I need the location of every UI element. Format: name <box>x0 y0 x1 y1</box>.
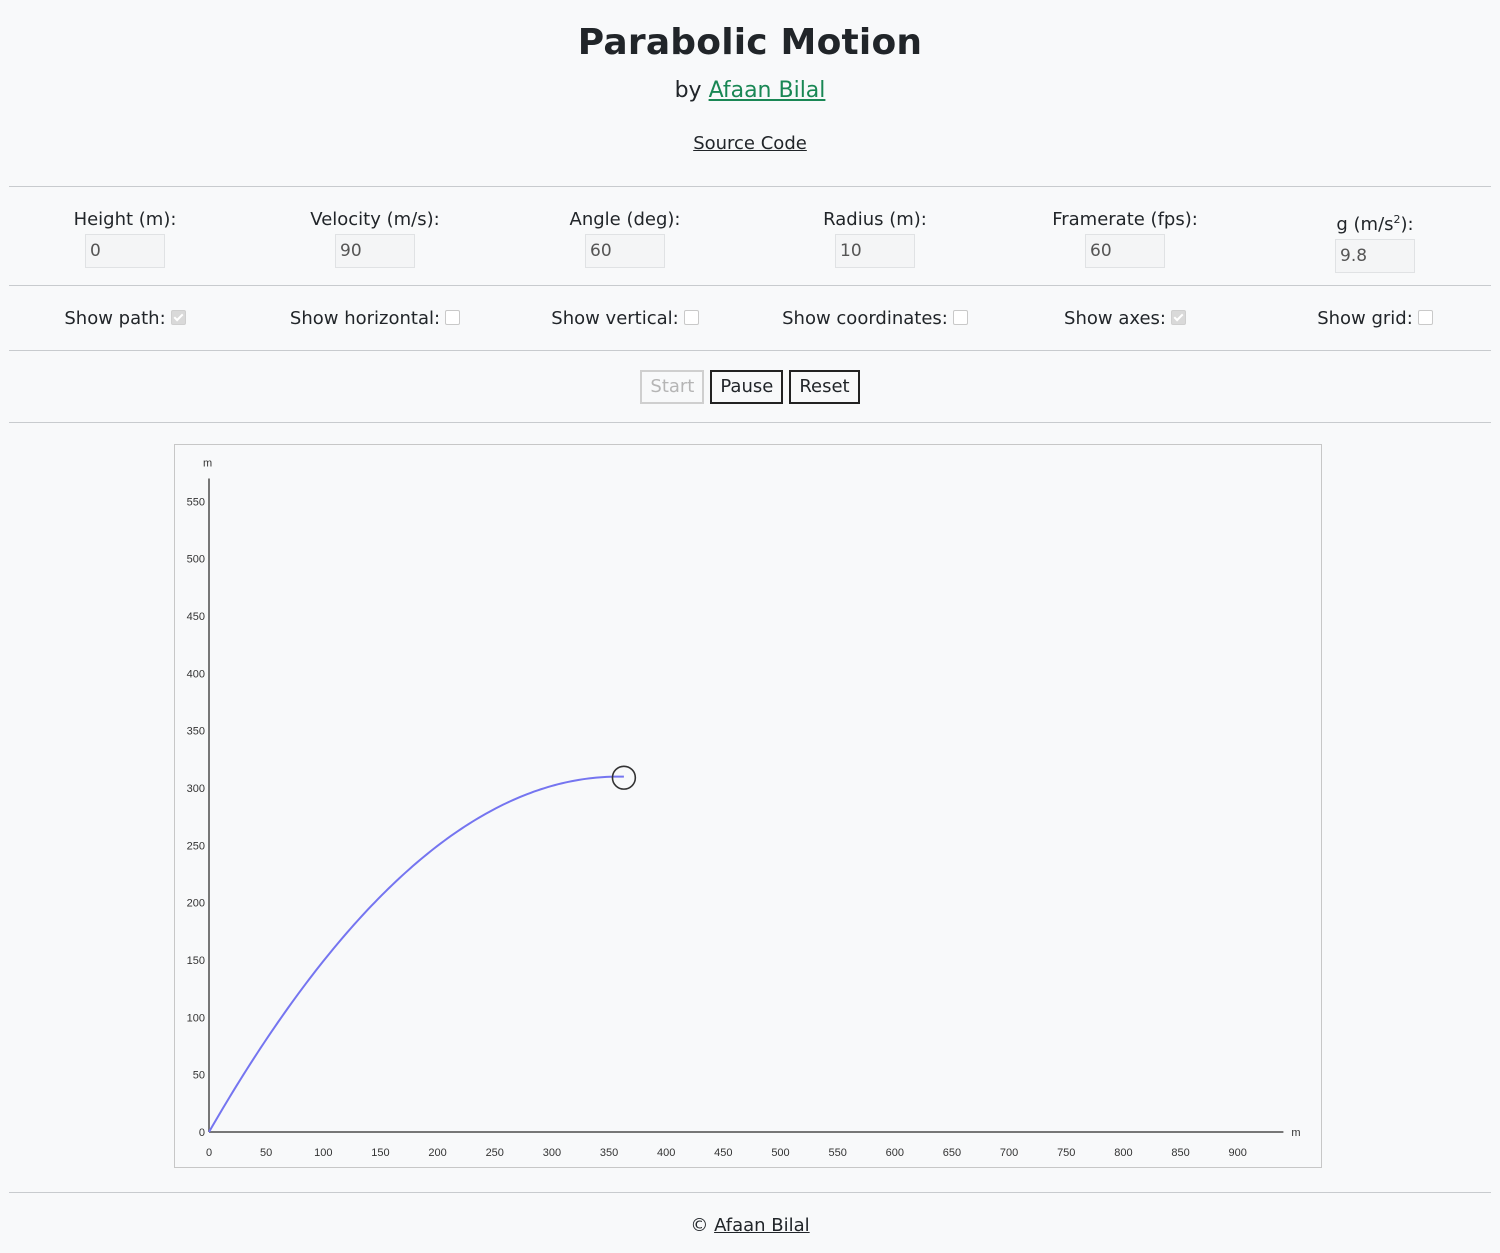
y-tick-label: 500 <box>187 554 205 566</box>
toggles-row: Show path: Show horizontal: Show vertica… <box>0 286 1500 350</box>
x-tick-label: 750 <box>1057 1147 1075 1159</box>
footer-text: © Afaan Bilal <box>0 1215 1500 1236</box>
show-vertical-checkbox[interactable] <box>683 309 699 325</box>
y-tick-label: 350 <box>187 726 205 738</box>
x-tick-label: 550 <box>828 1147 846 1159</box>
toggle-show-horizontal: Show horizontal: <box>250 308 500 329</box>
gravity-label-prefix: g (m/s <box>1336 214 1394 235</box>
param-velocity: Velocity (m/s): <box>250 187 500 268</box>
source-code-link[interactable]: Source Code <box>693 133 807 154</box>
divider <box>9 186 1491 187</box>
x-tick-label: 500 <box>771 1147 789 1159</box>
trajectory-plot: mm0 50 100 150 200 250 300 350 400 450 500 550 600 65… <box>187 457 1301 1159</box>
start-button[interactable]: Start <box>640 369 705 404</box>
simulation-canvas: m m 0 50 100 150 200 250 300 350 400 450 500 550 600 65… <box>174 444 1322 1168</box>
x-tick-label: 900 <box>1229 1147 1247 1159</box>
toggle-show-path: Show path: <box>0 308 250 329</box>
page-header: Parabolic Motion by Afaan Bilal Source C… <box>0 0 1500 156</box>
x-tick-label: 300 <box>543 1147 561 1159</box>
toggle-show-vertical: Show vertical: <box>500 308 750 329</box>
x-tick-label: 800 <box>1114 1147 1132 1159</box>
y-tick-label: 400 <box>187 668 205 680</box>
y-tick-label: 250 <box>187 840 205 852</box>
param-label: Angle (deg): <box>569 209 681 230</box>
toggle-label: Show horizontal: <box>289 307 441 329</box>
divider <box>9 422 1491 423</box>
divider <box>9 285 1491 286</box>
x-tick-label: 0 <box>206 1147 212 1159</box>
x-tick-label: 400 <box>657 1147 675 1159</box>
x-tick-label: 600 <box>886 1147 904 1159</box>
param-gravity: g (m/s2): <box>1250 187 1500 273</box>
x-axis-label: m <box>1291 1127 1300 1139</box>
show-horizontal-checkbox[interactable] <box>445 309 461 325</box>
show-path-checkbox[interactable] <box>170 309 186 325</box>
divider <box>9 350 1491 351</box>
angle-input[interactable] <box>585 234 665 268</box>
byline: by Afaan Bilal <box>0 76 1500 106</box>
toggle-label: Show path: <box>64 307 166 329</box>
params-row: Height (m): Velocity (m/s): Angle (deg):… <box>0 187 1500 285</box>
y-tick-label: 450 <box>187 611 205 623</box>
param-label: Velocity (m/s): <box>310 209 440 230</box>
byline-prefix: by <box>674 78 702 103</box>
copyright-symbol: © <box>690 1215 709 1236</box>
param-label: g (m/s2): <box>1336 209 1413 236</box>
footer: © Afaan Bilal <box>0 1192 1500 1236</box>
height-input[interactable] <box>85 234 165 268</box>
pause-button[interactable]: Pause <box>710 369 784 404</box>
y-tick-label: 150 <box>187 955 205 967</box>
x-tick-label: 200 <box>428 1147 446 1159</box>
param-label: Height (m): <box>73 209 177 230</box>
page-title: Parabolic Motion <box>577 22 923 63</box>
param-label: Radius (m): <box>823 209 927 230</box>
y-tick-label: 300 <box>187 783 205 795</box>
reset-button[interactable]: Reset <box>789 369 860 404</box>
x-tick-label: 850 <box>1171 1147 1189 1159</box>
y-tick-label: 200 <box>187 898 205 910</box>
toggle-show-axes: Show axes: <box>1000 308 1250 329</box>
param-radius: Radius (m): <box>750 187 1000 268</box>
divider <box>9 1192 1491 1193</box>
gravity-label-suffix: ): <box>1400 214 1414 235</box>
x-tick-label: 350 <box>600 1147 618 1159</box>
toggle-show-grid: Show grid: <box>1250 308 1500 329</box>
footer-author-link[interactable]: Afaan Bilal <box>714 1215 810 1236</box>
author-link[interactable]: Afaan Bilal <box>708 78 826 103</box>
x-tick-label: 650 <box>943 1147 961 1159</box>
toggle-label: Show axes: <box>1064 307 1166 329</box>
projectile-ball <box>611 765 637 790</box>
controls-row: Start Pause Reset <box>0 351 1500 422</box>
toggle-show-coordinates: Show coordinates: <box>750 308 1000 329</box>
y-tick-label: 0 <box>199 1127 205 1139</box>
gravity-input[interactable] <box>1335 239 1415 273</box>
x-tick-label: 700 <box>1000 1147 1018 1159</box>
show-coordinates-checkbox[interactable] <box>952 309 968 325</box>
velocity-input[interactable] <box>335 234 415 268</box>
gravity-label-sup: 2 <box>1393 213 1401 226</box>
x-tick-label: 150 <box>371 1147 389 1159</box>
toggle-label: Show grid: <box>1317 307 1413 329</box>
x-tick-label: 100 <box>314 1147 332 1159</box>
y-tick-label: 100 <box>187 1012 205 1024</box>
x-tick-label: 450 <box>714 1147 732 1159</box>
toggle-label: Show vertical: <box>551 307 679 329</box>
y-axis-label: m <box>203 457 212 469</box>
param-framerate: Framerate (fps): <box>1000 187 1250 268</box>
trajectory-line <box>208 775 624 1133</box>
toggle-label: Show coordinates: <box>782 307 948 329</box>
x-tick-label: 250 <box>486 1147 504 1159</box>
x-tick-label: 50 <box>260 1147 272 1159</box>
source-code-row: Source Code <box>0 132 1500 156</box>
show-grid-checkbox[interactable] <box>1417 309 1433 325</box>
param-angle: Angle (deg): <box>500 187 750 268</box>
y-tick-label: 50 <box>193 1070 205 1082</box>
y-tick-label: 550 <box>187 496 205 508</box>
show-axes-checkbox[interactable] <box>1170 309 1186 325</box>
param-height: Height (m): <box>0 187 250 268</box>
framerate-input[interactable] <box>1085 234 1165 268</box>
radius-input[interactable] <box>835 234 915 268</box>
param-label: Framerate (fps): <box>1052 209 1198 230</box>
